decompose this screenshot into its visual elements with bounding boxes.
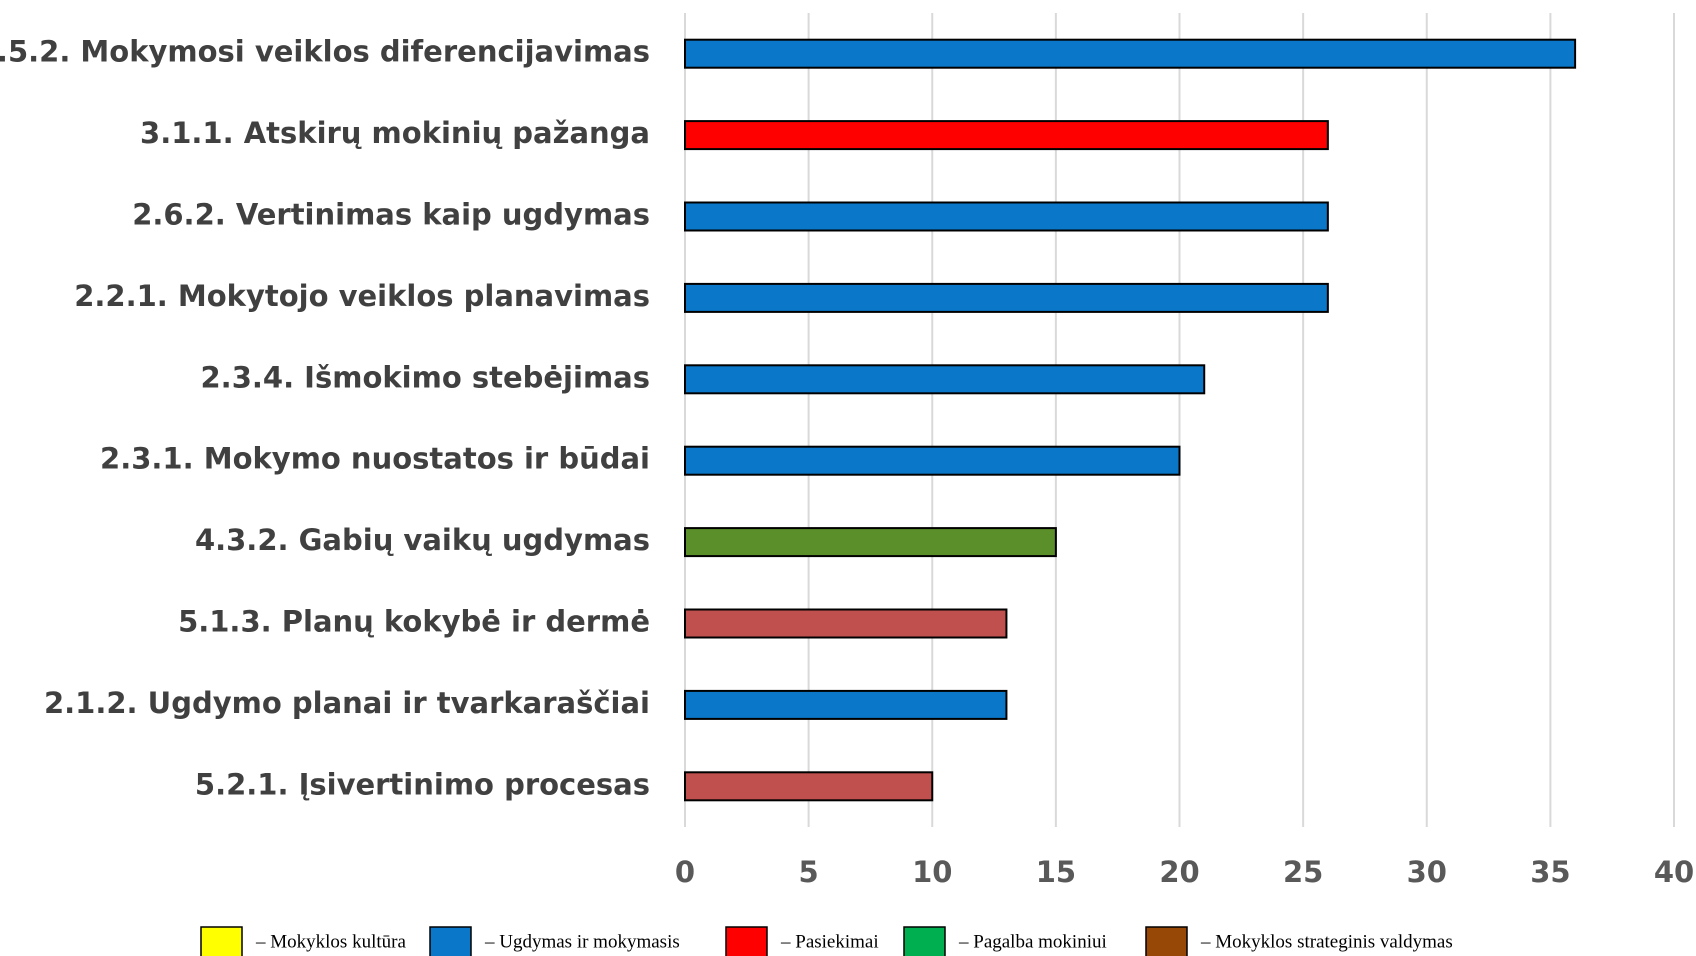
- x-tick-label: 25: [1283, 855, 1323, 889]
- bar: [684, 771, 934, 802]
- y-tick-label: 5.1.3. Planų kokybė ir dermė: [178, 605, 650, 639]
- bar: [684, 689, 1008, 720]
- x-tick-label: 40: [1654, 855, 1694, 889]
- legend-swatch: [1145, 926, 1188, 956]
- bar: [684, 445, 1181, 476]
- legend-swatch: [903, 926, 946, 956]
- y-tick-label: 2.3.1. Mokymo nuostatos ir būdai: [100, 442, 650, 476]
- y-tick-label: 4.3.2. Gabių vaikų ugdymas: [195, 523, 650, 557]
- x-tick-label: 35: [1530, 855, 1570, 889]
- legend-swatch: [200, 926, 243, 956]
- legend-label: – Mokyklos kultūra: [255, 931, 406, 952]
- y-tick-label: 2.5.2. Mokymosi veiklos diferencijavimas: [0, 35, 650, 69]
- x-tick-label: 15: [1036, 855, 1076, 889]
- legend-label: – Mokyklos strateginis valdymas: [1200, 931, 1453, 952]
- x-tick-label: 20: [1159, 855, 1199, 889]
- bar: [684, 608, 1008, 639]
- legend-swatch: [429, 926, 472, 956]
- legend-label: – Pagalba mokiniui: [958, 931, 1107, 952]
- y-tick-label: 2.6.2. Vertinimas kaip ugdymas: [132, 198, 650, 232]
- y-tick-label: 2.1.2. Ugdymo planai ir tvarkaraščiai: [44, 686, 650, 720]
- y-tick-label: 3.1.1. Atskirų mokinių pažanga: [140, 116, 650, 150]
- x-tick-label: 0: [675, 855, 695, 889]
- bar: [684, 364, 1206, 395]
- bar: [684, 120, 1329, 151]
- bar: [684, 527, 1057, 558]
- y-tick-label: 2.2.1. Mokytojo veiklos planavimas: [74, 279, 650, 313]
- bar: [684, 201, 1329, 232]
- x-tick-label: 5: [799, 855, 819, 889]
- y-tick-label: 2.3.4. Išmokimo stebėjimas: [201, 360, 651, 394]
- legend-label: – Ugdymas ir mokymasis: [484, 931, 680, 952]
- y-tick-label: 5.2.1. Įsivertinimo procesas: [195, 767, 650, 801]
- bar: [684, 282, 1329, 313]
- x-tick-label: 30: [1407, 855, 1447, 889]
- x-tick-label: 10: [912, 855, 952, 889]
- legend-swatch: [725, 926, 768, 956]
- bar: [684, 38, 1577, 69]
- legend-label: – Pasiekimai: [780, 931, 879, 952]
